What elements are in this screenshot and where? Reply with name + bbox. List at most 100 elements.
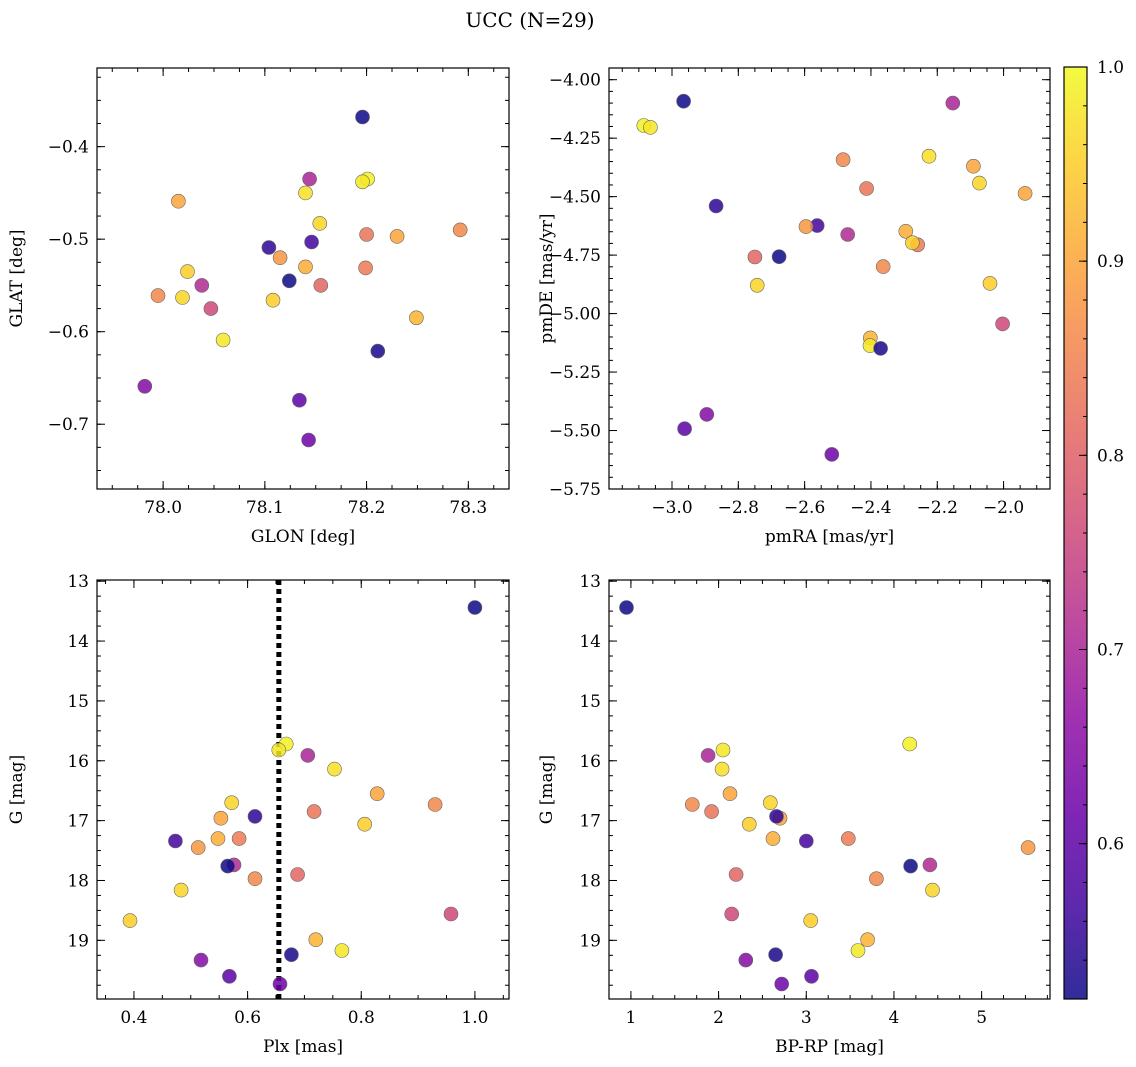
x-tick-label: 1 (626, 1008, 637, 1028)
data-point (728, 867, 744, 882)
data-point (467, 600, 483, 615)
y-tick-label: −0.5 (48, 230, 89, 250)
data-point (771, 249, 787, 265)
data-point (210, 831, 226, 846)
data-point (370, 343, 386, 359)
x-tick-label: 78.2 (348, 498, 386, 518)
data-point (292, 392, 307, 408)
data-point (945, 95, 961, 111)
data-point (708, 198, 724, 214)
data-point (898, 224, 914, 239)
data-point (271, 742, 287, 758)
data-point (122, 913, 138, 928)
data-point (704, 804, 719, 819)
data-point (905, 235, 920, 250)
colorbar-tick-label: 0.6 (1097, 835, 1124, 855)
minor-ticks (97, 580, 509, 999)
data-point (972, 175, 987, 191)
plot-frame (96, 67, 510, 490)
plot-frame (96, 579, 510, 1000)
scatter-points (636, 93, 1033, 462)
data-point (427, 797, 443, 812)
data-point (312, 216, 328, 231)
data-point (281, 273, 297, 289)
data-point (298, 185, 313, 201)
y-tick-label: −4.00 (549, 71, 601, 91)
data-point (869, 871, 884, 887)
minor-ticks (609, 67, 1050, 490)
colorbar-tick-label: 0.9 (1097, 252, 1124, 272)
panels: 78.0 78.1 78.2 78.3 −0.4 −0.5 −0.6 −0.7 GLON [de… (7, 67, 1051, 1057)
panel-bprp_g: 1 2 3 4 5 13 14 15 16 17 18 19 BP-RP [mag] G [mag] (537, 572, 1051, 1057)
data-point (762, 795, 778, 811)
data-point (298, 259, 313, 275)
x-tick-label: −3.0 (651, 498, 692, 518)
data-point (215, 332, 231, 348)
data-point (194, 278, 210, 293)
y-axis-label: pmDE [mas/yr] (537, 213, 557, 343)
x-tick-label: 5 (976, 1008, 987, 1028)
colorbar-tick-label: 0.7 (1097, 641, 1124, 661)
data-point (171, 193, 186, 209)
data-point (301, 432, 316, 448)
panel-pm: −3.0 −2.8 −2.6 −2.4 −2.2 −2.0 −4.00 −4.25 −4.50 −… (537, 67, 1051, 547)
y-tick-label: −4.75 (549, 246, 601, 266)
data-point (982, 276, 998, 291)
y-axis-label: G [mag] (537, 755, 557, 824)
data-point (903, 858, 918, 874)
data-point (180, 264, 195, 279)
data-point (803, 913, 819, 928)
scatter-points (137, 109, 468, 448)
data-point (738, 952, 754, 968)
x-tick-label: −2.2 (917, 498, 958, 518)
plot-frame (608, 67, 1051, 490)
x-tick-label: 78.1 (246, 498, 284, 518)
data-point (850, 943, 866, 958)
x-tick-label: −2.8 (718, 498, 759, 518)
colorbar-frame (1063, 66, 1088, 1000)
x-tick-label: 0.4 (120, 1008, 147, 1028)
data-point (804, 968, 819, 984)
x-tick-label: 2 (713, 1008, 724, 1028)
data-point (308, 932, 324, 948)
data-point (306, 804, 322, 819)
data-point (173, 882, 189, 898)
data-point (995, 316, 1010, 332)
x-axis-label: GLON [deg] (251, 527, 355, 547)
y-tick-label: 18 (67, 871, 89, 891)
data-point (272, 976, 288, 992)
x-tick-label: −2.0 (983, 498, 1024, 518)
y-tick-label: 14 (579, 632, 601, 652)
data-point (922, 857, 938, 873)
x-tick-label: −2.4 (850, 498, 891, 518)
data-point (859, 181, 874, 196)
data-point (798, 219, 814, 234)
x-tick-label: 78.3 (449, 498, 487, 518)
y-tick-label: 13 (67, 572, 89, 592)
y-tick-label: −4.25 (549, 129, 601, 149)
y-tick-label: 16 (579, 752, 601, 772)
data-point (452, 222, 468, 238)
data-point (798, 833, 814, 849)
data-point (619, 600, 634, 615)
data-point (715, 742, 731, 758)
data-point (700, 748, 716, 763)
data-point (355, 109, 370, 125)
data-point (284, 947, 299, 963)
panel-plx_g: 0.4 0.6 0.8 1.0 13 14 15 16 17 18 19 Plx [mas] G [ma… (7, 572, 510, 1057)
scatter-points (619, 600, 1036, 992)
data-point (409, 310, 424, 326)
data-point (313, 278, 329, 293)
data-point (302, 171, 317, 187)
data-point (769, 809, 784, 824)
y-tick-label: 19 (67, 931, 89, 951)
data-point (389, 229, 405, 244)
y-tick-label: 18 (579, 871, 601, 891)
data-point (714, 761, 730, 777)
data-point (925, 882, 940, 898)
x-tick-label: 4 (889, 1008, 900, 1028)
data-point (747, 249, 763, 265)
panel-glon_glat: 78.0 78.1 78.2 78.3 −0.4 −0.5 −0.6 −0.7 GLON [de… (7, 67, 510, 547)
colorbar-tick-label: 1.0 (1097, 58, 1124, 78)
